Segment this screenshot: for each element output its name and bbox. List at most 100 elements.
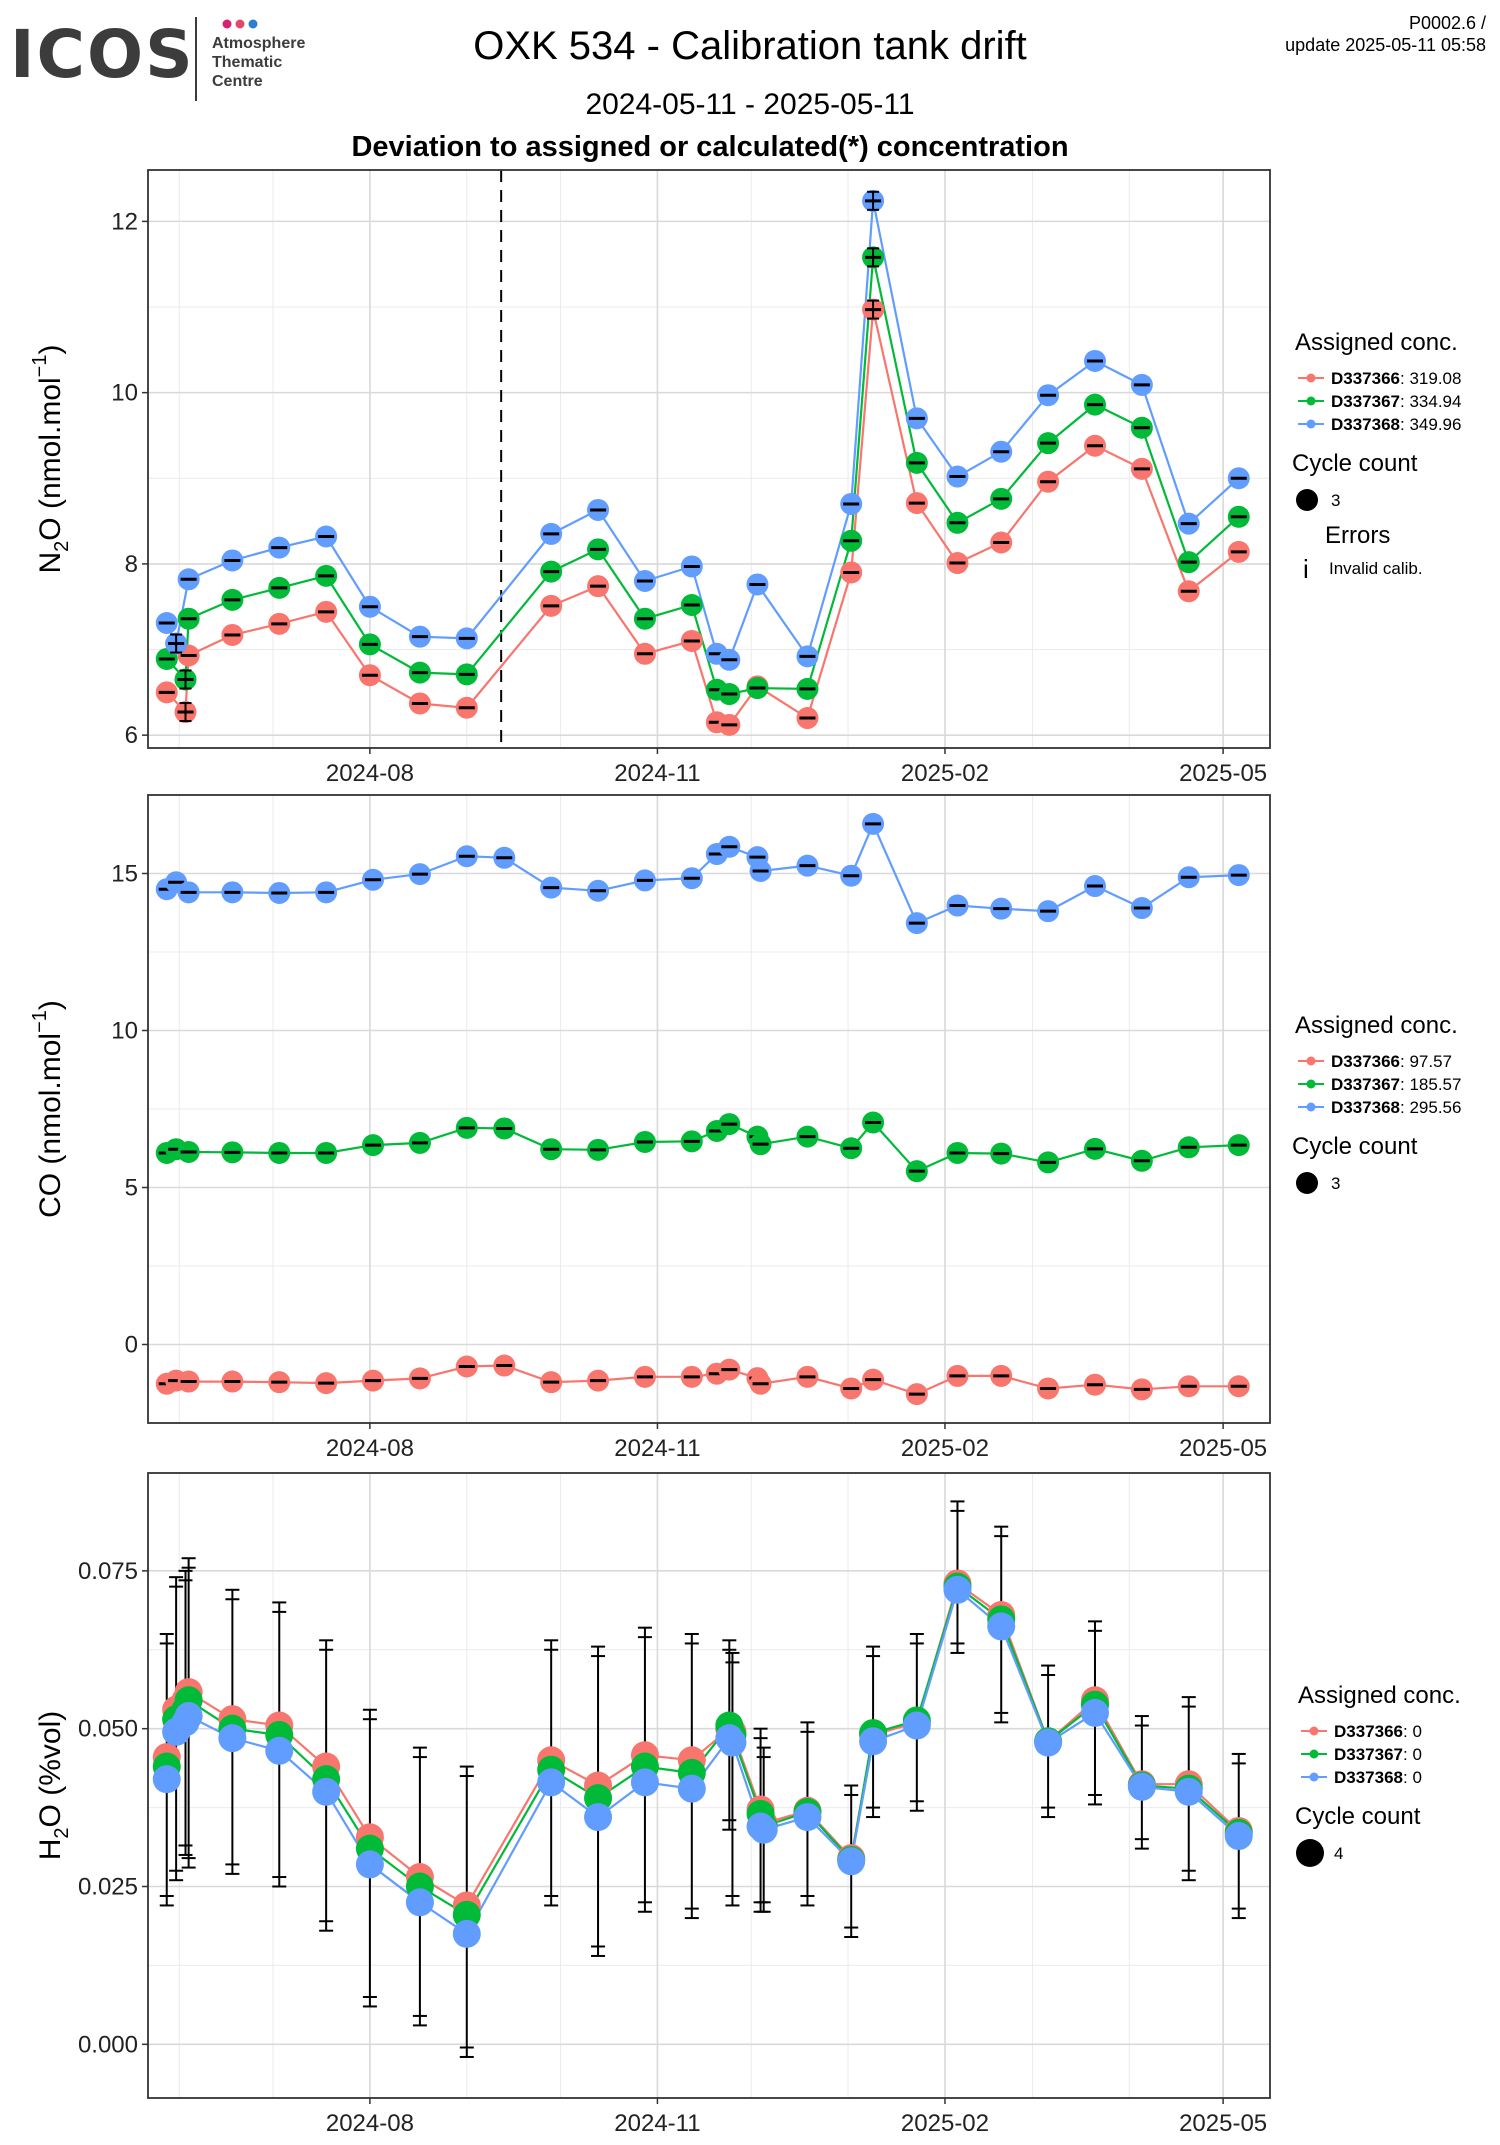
- legend-cycle-point: [1296, 489, 1318, 511]
- y-axis-label-part: H: [34, 1839, 67, 1861]
- data-point-D337368: [837, 1847, 866, 1876]
- x-tick-label: 2025-02: [901, 2110, 989, 2137]
- y-axis-label: H2O (%vol): [34, 1711, 73, 1860]
- y-axis-label-part: O (nmol.mol: [34, 377, 67, 540]
- legend-co: Assigned conc. D337366: 97.57 D337367: 185…: [1292, 1012, 1461, 1194]
- logo-sub-line: Atmosphere: [212, 35, 306, 52]
- legend-entry-id: D337366: [1331, 369, 1400, 388]
- legend-entry: D337368: 0: [1334, 1768, 1422, 1787]
- legend-entry-value: : 334.94: [1400, 392, 1461, 411]
- data-point-D337368: [1174, 1777, 1203, 1806]
- legend-entry-id: D337367: [1334, 1745, 1403, 1764]
- y-axis-label-part: 2: [51, 1827, 73, 1838]
- legend-entry-id: D337367: [1331, 1075, 1400, 1094]
- panel-border: [147, 794, 1271, 1424]
- y-axis-label-part: ): [34, 345, 67, 355]
- y-axis-label-part: 2: [51, 541, 73, 552]
- legend-cycle-point: [1296, 1839, 1324, 1867]
- panel-border: [147, 1472, 1271, 2099]
- legend-entry-value: : 295.56: [1400, 1098, 1461, 1117]
- legend-entry: D337367: 0: [1334, 1745, 1422, 1764]
- data-point-D337368: [452, 1919, 481, 1948]
- logo-dot-2: [235, 19, 245, 29]
- y-tick-label: 15: [111, 861, 138, 888]
- y-tick-label: 12: [111, 208, 138, 235]
- data-point-D337368: [677, 1774, 706, 1803]
- legend-key-point: [1309, 1772, 1319, 1782]
- legend-title: Assigned conc.: [1295, 329, 1458, 356]
- legend-key-point: [1306, 1102, 1316, 1112]
- data-point-D337368: [1127, 1772, 1156, 1801]
- data-point-D337368: [312, 1777, 341, 1806]
- legend-errors-label: Invalid calib.: [1329, 559, 1423, 578]
- legend-entry-id: D337367: [1331, 392, 1400, 411]
- y-tick-label: 0.025: [78, 1874, 138, 1901]
- y-axis-label-part: −1: [29, 1010, 51, 1033]
- legend-cycle-title: Cycle count: [1292, 450, 1418, 477]
- legend-entry-value: : 349.96: [1400, 415, 1461, 434]
- legend-entry-id: D337368: [1331, 415, 1400, 434]
- data-point-D337368: [584, 1803, 613, 1832]
- y-tick-label: 8: [125, 551, 138, 578]
- update-label: update 2025-05-11 05:58: [1285, 35, 1486, 55]
- logo-dot-3: [248, 19, 258, 29]
- legend-entry: D337367: 334.94: [1331, 392, 1461, 411]
- legend-entry: D337368: 295.56: [1331, 1098, 1461, 1117]
- legend-entry: D337366: 97.57: [1331, 1052, 1452, 1071]
- data-point-D337368: [265, 1736, 294, 1765]
- x-tick-label: 2025-05: [1179, 760, 1267, 787]
- legend-entry-value: : 185.57: [1400, 1075, 1461, 1094]
- x-tick-label: 2025-05: [1179, 1435, 1267, 1462]
- page-title: OXK 534 - Calibration tank drift: [473, 24, 1027, 68]
- legend-cycle-title: Cycle count: [1295, 1803, 1421, 1830]
- legend-key-point: [1306, 396, 1316, 406]
- y-axis-label-part: ): [34, 1000, 67, 1010]
- data-point-D337368: [902, 1711, 931, 1740]
- legend-errors-symbol: i: [1303, 554, 1309, 584]
- legend-key-point: [1306, 1056, 1316, 1066]
- legend-entry-value: : 0: [1403, 1745, 1422, 1764]
- logo-divider: [195, 17, 197, 101]
- data-point-D337368: [793, 1803, 822, 1832]
- legend-title: Assigned conc.: [1295, 1012, 1458, 1039]
- legend-cycle-title: Cycle count: [1292, 1133, 1418, 1160]
- logo-wordmark: ICOS: [10, 16, 195, 93]
- legend-title: Assigned conc.: [1298, 1682, 1461, 1709]
- y-tick-label: 6: [125, 722, 138, 749]
- y-tick-label: 0.050: [78, 1716, 138, 1743]
- legend-entry: D337366: 0: [1334, 1722, 1422, 1741]
- y-axis-label: CO (nmol.mol−1): [29, 1000, 67, 1218]
- legend-key-point: [1306, 373, 1316, 383]
- data-point-D337368: [749, 1815, 778, 1844]
- data-point-D337368: [1224, 1822, 1253, 1851]
- y-tick-label: 0.000: [78, 2031, 138, 2058]
- chart-panel-h2o: 0.000 0.025 0.050 0.075 2024-08 2024-11 2025-0…: [34, 1472, 1461, 2137]
- x-tick-label: 2024-08: [326, 1435, 414, 1462]
- x-tick-label: 2024-11: [614, 760, 700, 787]
- y-tick-label: 10: [111, 380, 138, 407]
- legend-entry: D337368: 349.96: [1331, 415, 1461, 434]
- data-point-D337368: [405, 1888, 434, 1917]
- x-tick-label: 2025-05: [1179, 2110, 1267, 2137]
- legend-entry-value: : 97.57: [1400, 1052, 1452, 1071]
- logo-sub-line: Thematic: [212, 54, 283, 71]
- legend-entry-value: : 319.08: [1400, 369, 1461, 388]
- version-label: P0002.6 /: [1408, 13, 1486, 33]
- y-tick-label: 0: [125, 1332, 138, 1359]
- y-axis-label: N2O (nmol.mol−1): [29, 345, 73, 574]
- date-range: 2024-05-11 - 2025-05-11: [585, 88, 915, 121]
- legend-entry: D337367: 185.57: [1331, 1075, 1461, 1094]
- y-tick-label: 0.075: [78, 1558, 138, 1585]
- version-info: P0002.6 / update 2025-05-11 05:58: [1285, 12, 1486, 56]
- legend-entry-id: D337368: [1334, 1768, 1403, 1787]
- legend-entry-value: : 0: [1403, 1768, 1422, 1787]
- icos-logo: ICOS Atmosphere Thematic Centre: [8, 14, 328, 104]
- y-axis-label-part: −1: [29, 355, 51, 378]
- data-point-D337368: [859, 1727, 888, 1756]
- y-axis-label-part: N: [34, 552, 67, 574]
- chart-panel-n2o: 6 8 10 12 2024-08 2024-11 2025-02 2025-05 N2O (n…: [29, 169, 1461, 787]
- data-point-D337368: [355, 1850, 384, 1879]
- y-tick-label: 10: [111, 1018, 138, 1045]
- legend-errors-title: Errors: [1325, 522, 1390, 549]
